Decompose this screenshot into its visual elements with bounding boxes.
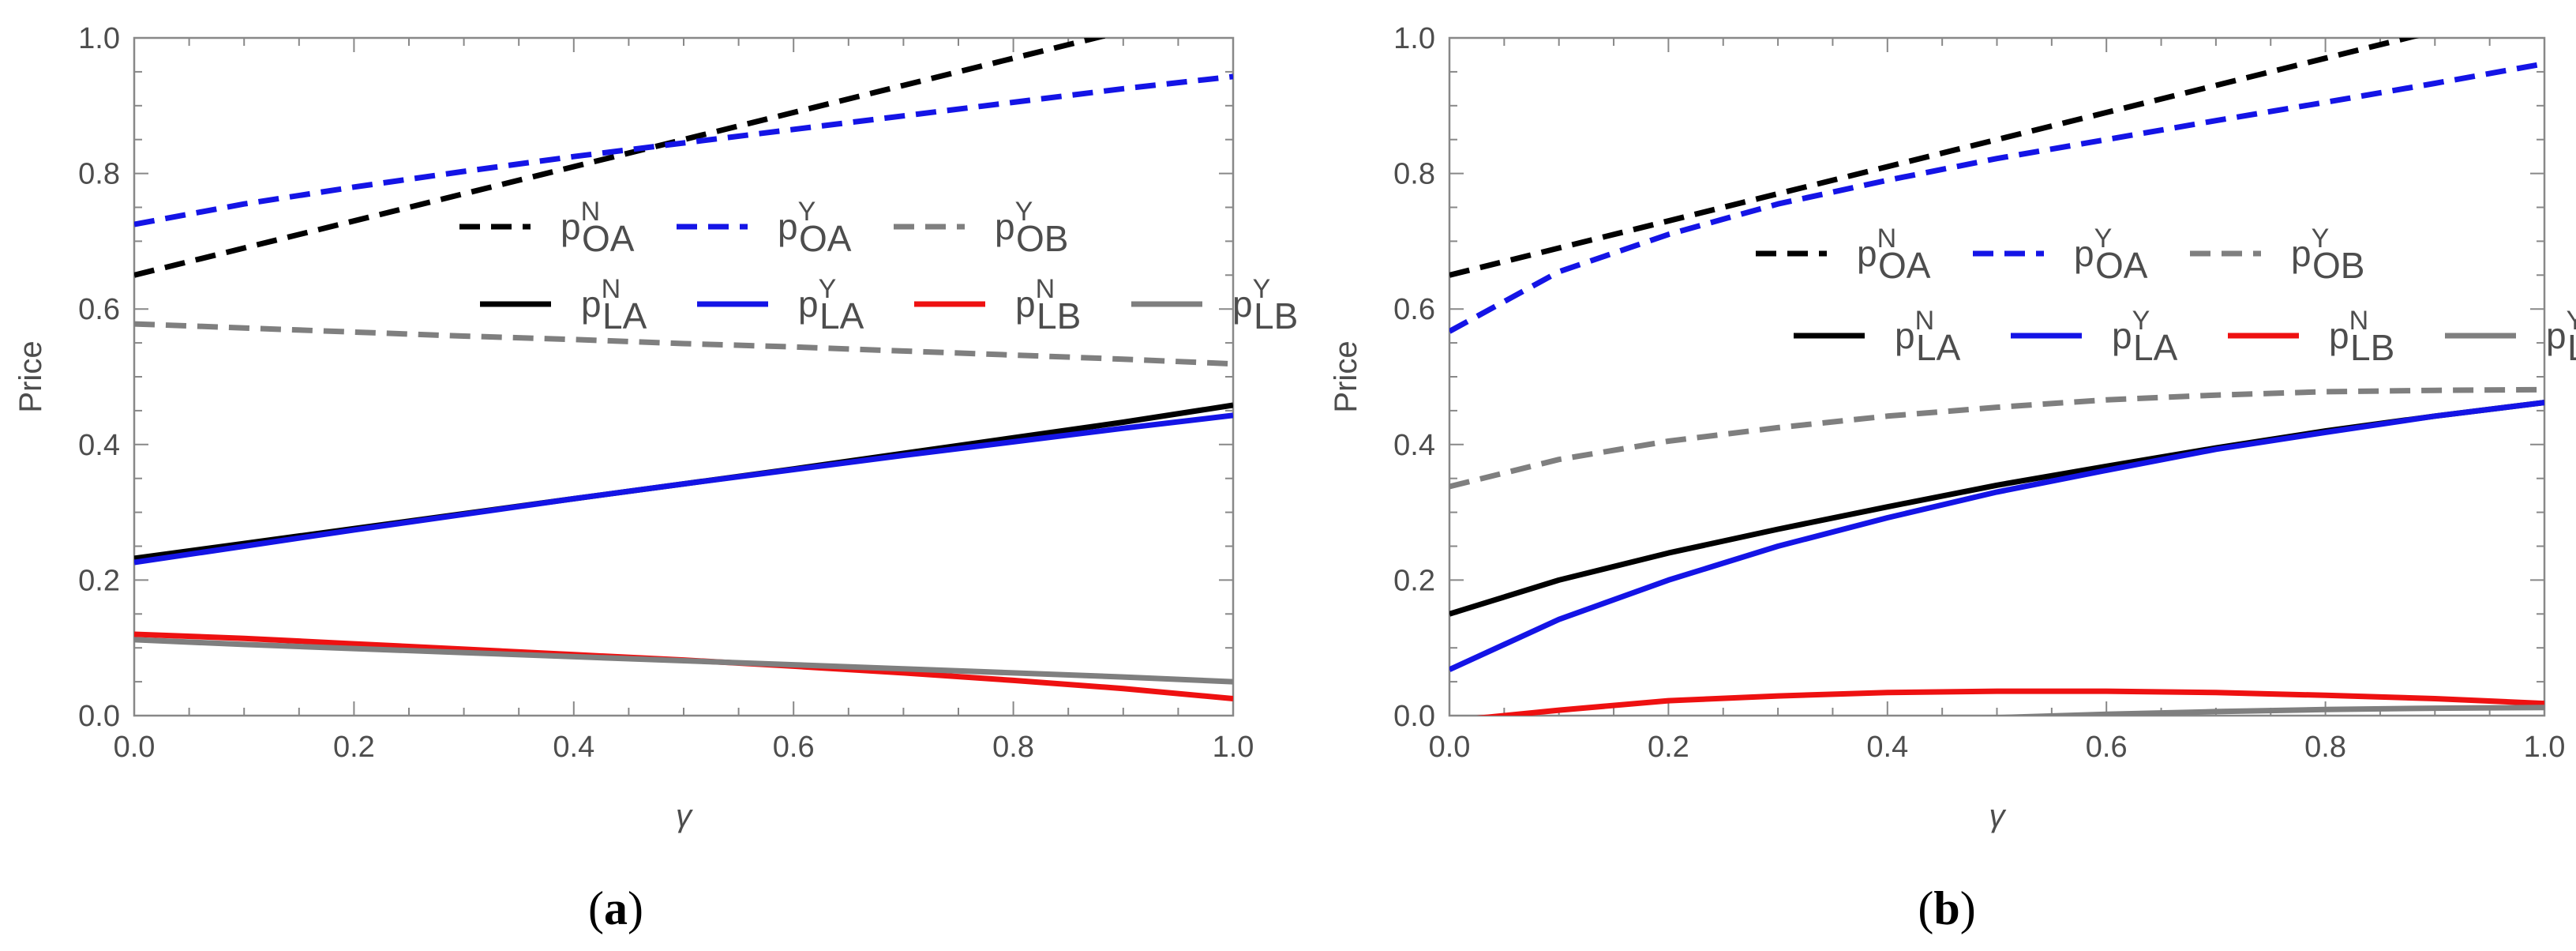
- y-tick-label: 0.2: [1393, 564, 1435, 597]
- y-tick-label: 0.8: [1393, 158, 1435, 191]
- legend-label-pOA_Y: pY: [778, 197, 816, 247]
- legend-sub-pLA_Y: LA: [819, 295, 864, 336]
- x-tick-label: 0.4: [553, 731, 594, 764]
- legend-sub-pLB_N: LB: [2350, 327, 2394, 368]
- legend-label-pLA_N: pN: [1895, 306, 1934, 356]
- y-tick-label: 0.0: [78, 700, 120, 733]
- series-lines: [134, 38, 1233, 701]
- legend-label-pLB_Y: pY: [2546, 306, 2576, 356]
- y-tick-label: 0.6: [78, 293, 120, 326]
- series-pLB_N: [1475, 688, 2544, 716]
- legend-sub-pLB_Y: LB: [1254, 295, 1298, 336]
- x-tick-label: 0.8: [992, 731, 1034, 764]
- y-tick-label: 0.4: [1393, 429, 1435, 462]
- series-pLB_Y: [1980, 705, 2544, 716]
- legend-label-pOB_Y: pY: [995, 197, 1033, 247]
- plot-frame: [133, 36, 1235, 717]
- plot-frame: [1448, 36, 2546, 717]
- legend-sub-pOA_Y: OA: [799, 218, 852, 259]
- x-tick-label: 0.2: [333, 731, 375, 764]
- y-tick-label: 0.0: [1393, 700, 1435, 733]
- legend-label-pOA_Y: pY: [2074, 224, 2112, 274]
- legend-label-pLA_N: pN: [581, 274, 621, 325]
- y-tick-label: 0.8: [78, 158, 120, 191]
- axis-ticks: [1449, 37, 2545, 716]
- x-tick-label: 0.6: [2086, 731, 2128, 764]
- legend-sub-pLA_N: LA: [1916, 327, 1961, 368]
- legend-sub-pOB_Y: OB: [1016, 218, 1068, 259]
- x-tick-label: 1.0: [1213, 731, 1254, 764]
- legend-sub-pOB_Y: OB: [2312, 245, 2364, 286]
- legend-label-pOB_Y: pY: [2291, 224, 2329, 274]
- panel-caption: (b): [1918, 882, 1975, 934]
- legend-sub-pLA_Y: LA: [2133, 327, 2178, 368]
- y-axis-label: Price: [1329, 340, 1363, 412]
- x-axis-label: γ: [676, 799, 693, 833]
- legend-sub-pLB_N: LB: [1037, 295, 1081, 336]
- x-tick-label: 1.0: [2524, 731, 2566, 764]
- series-lines: [1449, 38, 2544, 716]
- series-pOB_Y: [134, 321, 1233, 367]
- legend-sub-pOA_N: OA: [582, 218, 635, 259]
- series-pOB_Y: [1449, 386, 2544, 490]
- series-pLA_N: [1449, 400, 2544, 617]
- legend-label-pOA_N: pN: [561, 197, 600, 247]
- x-axis-label: γ: [1989, 799, 2007, 833]
- x-tick-label: 0.2: [1648, 731, 1689, 764]
- series-pOA_Y: [1449, 61, 2544, 334]
- x-tick-label: 0.8: [2304, 731, 2346, 764]
- panel-a: 0.0 0.2 0.4 0.6 0.8 1.0 0.0 0.2 0.4 0.6 0.8 1.0 γ Pri…: [13, 22, 1298, 934]
- legend-sub-pOA_N: OA: [1878, 245, 1931, 286]
- y-tick-label: 1.0: [1393, 22, 1435, 55]
- x-tick-label: 0.6: [773, 731, 815, 764]
- y-tick-label: 1.0: [78, 22, 120, 55]
- legend-label-pLB_N: pN: [2329, 306, 2368, 356]
- legend-sub-pOA_Y: OA: [2095, 245, 2148, 286]
- legend-label-pLB_Y: pY: [1232, 274, 1270, 325]
- legend-label-pOA_N: pN: [1857, 224, 1896, 274]
- legend-label-pLA_Y: pY: [798, 274, 836, 325]
- panel-caption: (a): [588, 882, 643, 934]
- series-pLA_Y: [134, 412, 1233, 566]
- legend-label-pLB_N: pN: [1015, 274, 1055, 325]
- series-pOA_Y: [134, 73, 1233, 227]
- y-tick-label: 0.2: [78, 564, 120, 597]
- legend-label-pLA_Y: pY: [2112, 306, 2150, 356]
- legend-sub-pLB_Y: LB: [2567, 327, 2576, 368]
- legend-sub-pLA_N: LA: [602, 295, 647, 336]
- x-tick-label: 0.0: [1429, 731, 1471, 764]
- y-axis-label: Price: [13, 340, 48, 412]
- series-pLA_Y: [1449, 400, 2544, 672]
- y-tick-label: 0.6: [1393, 293, 1435, 326]
- panel-b: 0.0 0.2 0.4 0.6 0.8 1.0 0.0 0.2 0.4 0.6 0.8 1.0 γ Pri…: [1329, 22, 2576, 934]
- series-pLB_Y: [134, 637, 1233, 685]
- x-tick-label: 0.0: [114, 731, 156, 764]
- y-tick-label: 0.4: [78, 429, 120, 462]
- x-tick-label: 0.4: [1866, 731, 1908, 764]
- axis-ticks: [133, 37, 1234, 716]
